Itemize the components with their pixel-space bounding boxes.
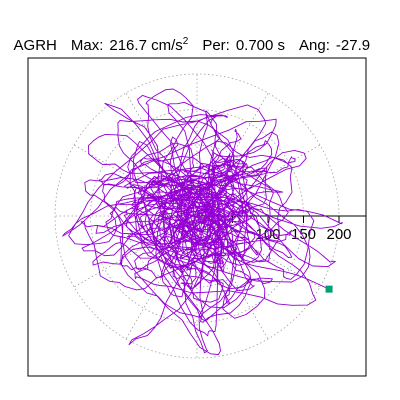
max-exponent: 2 <box>182 36 189 47</box>
orbit-end-marker <box>325 285 333 293</box>
orbit-path <box>62 88 343 355</box>
station-code: AGRH <box>13 37 57 54</box>
per-label: Per: <box>202 37 230 54</box>
per-group: Per: 0.700 s <box>202 37 285 54</box>
orbit-trace <box>62 88 343 355</box>
chart-title: AGRH Max: 216.7 cm/s2 Per: 0.700 s Ang: -27.9 <box>6 19 384 54</box>
max-group: Max: 216.7 cm/s2 <box>70 36 189 54</box>
radial-tick-label: 150 <box>291 226 316 243</box>
radial-tick-label: 200 <box>326 226 351 243</box>
ang-label: Ang: <box>299 37 330 54</box>
ang-group: Ang: -27.9 <box>299 37 370 54</box>
max-label: Max: <box>70 37 104 54</box>
max-value: 216.7 cm/s <box>109 37 183 54</box>
per-value: 0.700 s <box>235 37 286 54</box>
plot-frame <box>27 57 367 377</box>
ang-value: -27.9 <box>335 37 371 54</box>
